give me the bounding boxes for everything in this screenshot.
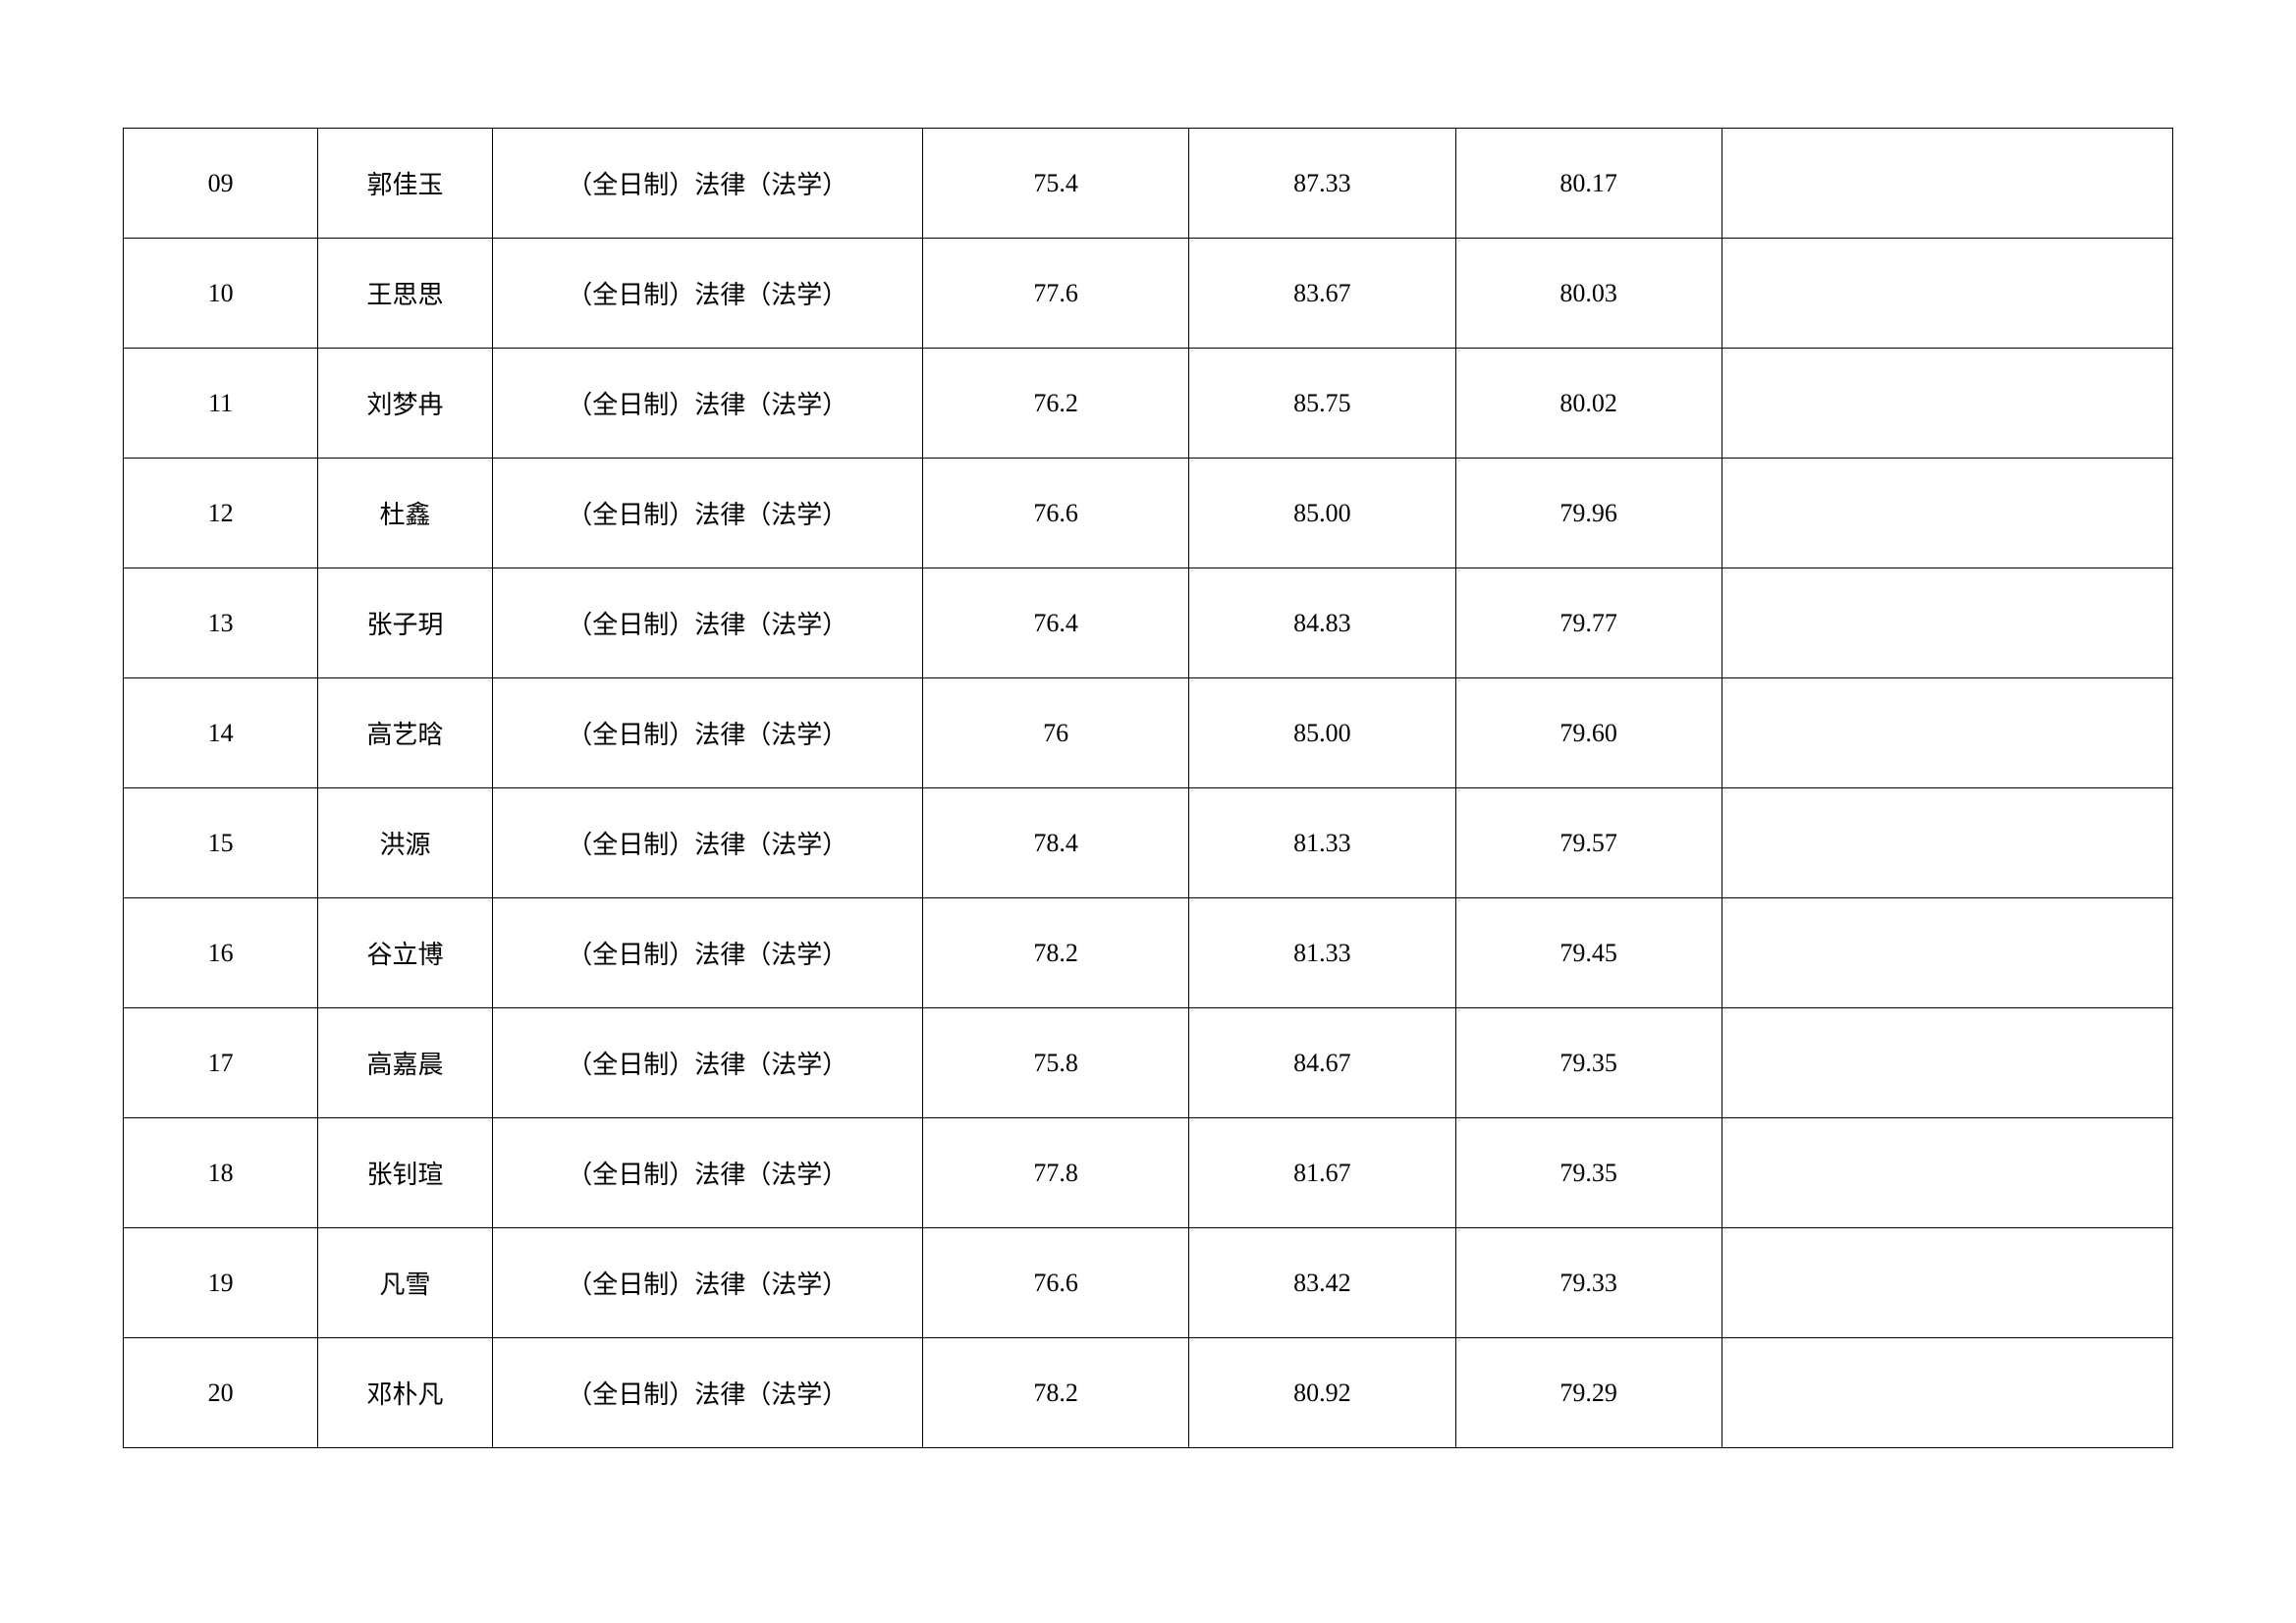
cell-score2: 83.42: [1189, 1228, 1455, 1338]
cell-score1: 77.6: [922, 239, 1188, 349]
data-table: 09 郭佳玉 （全日制）法律（法学） 75.4 87.33 80.17 10 王…: [123, 128, 2173, 1448]
cell-score1: 78.2: [922, 898, 1188, 1008]
cell-score3: 80.02: [1455, 349, 1722, 459]
cell-index: 11: [124, 349, 318, 459]
table-row: 16 谷立博 （全日制）法律（法学） 78.2 81.33 79.45: [124, 898, 2173, 1008]
cell-score3: 79.57: [1455, 788, 1722, 898]
cell-score3: 79.33: [1455, 1228, 1722, 1338]
cell-score1: 76.6: [922, 459, 1188, 568]
cell-major: （全日制）法律（法学）: [492, 349, 922, 459]
table-row: 14 高艺晗 （全日制）法律（法学） 76 85.00 79.60: [124, 678, 2173, 788]
cell-score1: 77.8: [922, 1118, 1188, 1228]
cell-score1: 78.2: [922, 1338, 1188, 1448]
cell-score3: 79.45: [1455, 898, 1722, 1008]
cell-remark: [1722, 898, 2172, 1008]
cell-name: 刘梦冉: [318, 349, 492, 459]
cell-score3: 79.60: [1455, 678, 1722, 788]
table-row: 13 张子玥 （全日制）法律（法学） 76.4 84.83 79.77: [124, 568, 2173, 678]
cell-score3: 79.96: [1455, 459, 1722, 568]
cell-major: （全日制）法律（法学）: [492, 239, 922, 349]
cell-name: 洪源: [318, 788, 492, 898]
cell-score2: 87.33: [1189, 129, 1455, 239]
cell-index: 17: [124, 1008, 318, 1118]
cell-remark: [1722, 788, 2172, 898]
cell-remark: [1722, 349, 2172, 459]
cell-major: （全日制）法律（法学）: [492, 898, 922, 1008]
cell-major: （全日制）法律（法学）: [492, 1118, 922, 1228]
cell-name: 杜鑫: [318, 459, 492, 568]
cell-major: （全日制）法律（法学）: [492, 678, 922, 788]
cell-score2: 84.83: [1189, 568, 1455, 678]
table-row: 18 张钊瑄 （全日制）法律（法学） 77.8 81.67 79.35: [124, 1118, 2173, 1228]
cell-remark: [1722, 129, 2172, 239]
cell-score3: 79.35: [1455, 1008, 1722, 1118]
cell-remark: [1722, 1228, 2172, 1338]
cell-major: （全日制）法律（法学）: [492, 1008, 922, 1118]
cell-index: 13: [124, 568, 318, 678]
cell-name: 王思思: [318, 239, 492, 349]
cell-score2: 80.92: [1189, 1338, 1455, 1448]
cell-major: （全日制）法律（法学）: [492, 788, 922, 898]
cell-name: 郭佳玉: [318, 129, 492, 239]
cell-score1: 76.4: [922, 568, 1188, 678]
cell-score2: 85.00: [1189, 459, 1455, 568]
cell-score1: 78.4: [922, 788, 1188, 898]
cell-name: 张钊瑄: [318, 1118, 492, 1228]
cell-index: 09: [124, 129, 318, 239]
cell-major: （全日制）法律（法学）: [492, 568, 922, 678]
cell-score2: 81.33: [1189, 898, 1455, 1008]
cell-index: 10: [124, 239, 318, 349]
cell-name: 张子玥: [318, 568, 492, 678]
cell-major: （全日制）法律（法学）: [492, 459, 922, 568]
cell-score3: 80.03: [1455, 239, 1722, 349]
cell-remark: [1722, 239, 2172, 349]
table-row: 11 刘梦冉 （全日制）法律（法学） 76.2 85.75 80.02: [124, 349, 2173, 459]
cell-remark: [1722, 459, 2172, 568]
table-container: 09 郭佳玉 （全日制）法律（法学） 75.4 87.33 80.17 10 王…: [123, 128, 2173, 1448]
cell-score2: 81.67: [1189, 1118, 1455, 1228]
cell-index: 14: [124, 678, 318, 788]
cell-index: 16: [124, 898, 318, 1008]
cell-score3: 79.77: [1455, 568, 1722, 678]
cell-score2: 81.33: [1189, 788, 1455, 898]
cell-major: （全日制）法律（法学）: [492, 1338, 922, 1448]
table-body: 09 郭佳玉 （全日制）法律（法学） 75.4 87.33 80.17 10 王…: [124, 129, 2173, 1448]
table-row: 09 郭佳玉 （全日制）法律（法学） 75.4 87.33 80.17: [124, 129, 2173, 239]
cell-major: （全日制）法律（法学）: [492, 129, 922, 239]
cell-name: 凡雪: [318, 1228, 492, 1338]
cell-score2: 85.00: [1189, 678, 1455, 788]
cell-index: 19: [124, 1228, 318, 1338]
cell-score3: 80.17: [1455, 129, 1722, 239]
cell-name: 高嘉晨: [318, 1008, 492, 1118]
cell-score2: 85.75: [1189, 349, 1455, 459]
cell-score1: 75.4: [922, 129, 1188, 239]
cell-score1: 76.2: [922, 349, 1188, 459]
cell-index: 18: [124, 1118, 318, 1228]
cell-score1: 76.6: [922, 1228, 1188, 1338]
table-row: 20 邓朴凡 （全日制）法律（法学） 78.2 80.92 79.29: [124, 1338, 2173, 1448]
table-row: 19 凡雪 （全日制）法律（法学） 76.6 83.42 79.33: [124, 1228, 2173, 1338]
cell-index: 12: [124, 459, 318, 568]
cell-remark: [1722, 1118, 2172, 1228]
cell-score3: 79.29: [1455, 1338, 1722, 1448]
table-row: 15 洪源 （全日制）法律（法学） 78.4 81.33 79.57: [124, 788, 2173, 898]
cell-name: 邓朴凡: [318, 1338, 492, 1448]
cell-score2: 83.67: [1189, 239, 1455, 349]
cell-score3: 79.35: [1455, 1118, 1722, 1228]
cell-name: 谷立博: [318, 898, 492, 1008]
cell-remark: [1722, 1008, 2172, 1118]
cell-remark: [1722, 678, 2172, 788]
cell-remark: [1722, 1338, 2172, 1448]
cell-index: 15: [124, 788, 318, 898]
table-row: 10 王思思 （全日制）法律（法学） 77.6 83.67 80.03: [124, 239, 2173, 349]
cell-name: 高艺晗: [318, 678, 492, 788]
cell-score1: 76: [922, 678, 1188, 788]
table-row: 12 杜鑫 （全日制）法律（法学） 76.6 85.00 79.96: [124, 459, 2173, 568]
cell-score2: 84.67: [1189, 1008, 1455, 1118]
cell-index: 20: [124, 1338, 318, 1448]
cell-score1: 75.8: [922, 1008, 1188, 1118]
cell-remark: [1722, 568, 2172, 678]
cell-major: （全日制）法律（法学）: [492, 1228, 922, 1338]
table-row: 17 高嘉晨 （全日制）法律（法学） 75.8 84.67 79.35: [124, 1008, 2173, 1118]
